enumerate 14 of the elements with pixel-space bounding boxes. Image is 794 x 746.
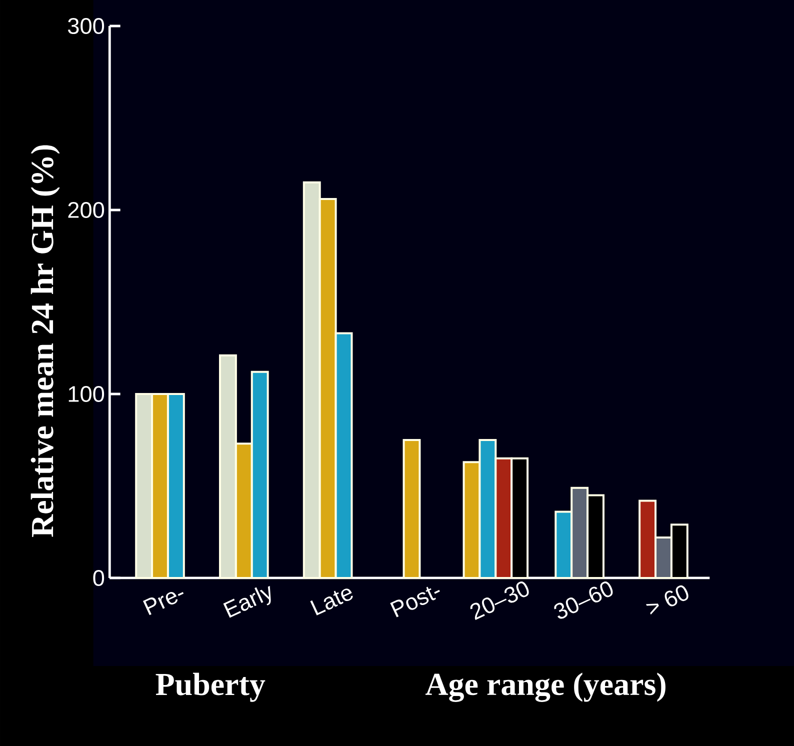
y-tick-label: 300 — [68, 18, 104, 34]
x-tick-label: > 60 — [646, 585, 688, 615]
text: Age range (years) — [425, 672, 666, 702]
y-tick-label: 0 — [93, 570, 104, 586]
x-tick-label: Pre- — [142, 592, 184, 616]
y-tick-label: 200 — [68, 202, 104, 218]
y-axis-title: Relative mean 24 hr GH (%) — [30, 145, 60, 537]
x-tick-label: Post- — [390, 586, 440, 618]
x-tick-label: 20–30 — [470, 582, 529, 620]
x-tick-label: Late — [310, 588, 353, 616]
x-axis-title: Puberty — [156, 672, 266, 702]
x-tick-label: 30–60 — [554, 582, 613, 619]
x-tick-label: Early — [223, 586, 271, 618]
y-tick-label: 100 — [68, 386, 104, 402]
